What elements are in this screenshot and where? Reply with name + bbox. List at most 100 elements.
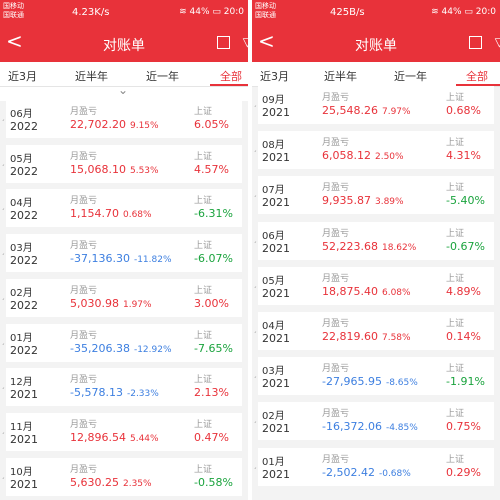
statement-row[interactable]: ˏ 10月 2021 月盈亏 5,630.25 2.35% 上证 -0.58% [1, 457, 242, 496]
chevron-down-icon[interactable]: ⌄ [118, 83, 129, 97]
row-year: 2021 [262, 286, 290, 300]
tab-half-year[interactable]: 近半年 [324, 70, 357, 83]
monthly-pl-value: 18,875.40 6.08% [322, 285, 411, 298]
index-change: -6.07% [194, 252, 233, 266]
tab-all[interactable]: 全部 [220, 70, 242, 83]
monthly-pl-value: 52,223.68 18.62% [322, 240, 416, 253]
statement-row[interactable]: ˏ 04月 2021 月盈亏 22,819.60 7.58% 上证 0.14% [253, 312, 494, 350]
status-bar: 国移动 国联通 425B/s ≋ 44% ▭ 20:0 [252, 0, 500, 26]
tab-3-months[interactable]: 近3月 [8, 70, 37, 83]
statement-row[interactable]: ˏ 06月 2022 月盈亏 22,702.20 9.15% 上证 6.05% [1, 100, 242, 138]
row-tick-icon: ˏ [1, 246, 5, 256]
active-tab-indicator [210, 84, 248, 86]
statement-row[interactable]: ˏ 02月 2022 月盈亏 5,030.98 1.97% 上证 3.00% [1, 278, 242, 317]
index-label: 上证 [194, 151, 213, 162]
row-month: 05月 [10, 153, 33, 165]
row-month: 01月 [262, 456, 285, 468]
index-label: 上证 [194, 419, 213, 430]
row-month: 03月 [10, 243, 33, 255]
pl-amount: 12,896.54 [70, 430, 126, 444]
pl-percent: 6.08% [381, 287, 411, 298]
pl-percent: 3.89% [374, 197, 404, 208]
index-change: 3.00% [194, 296, 229, 310]
row-month: 03月 [262, 366, 285, 378]
tab-one-year[interactable]: 近一年 [394, 70, 427, 83]
row-month: 04月 [10, 198, 33, 210]
statement-row[interactable]: ˏ 08月 2021 月盈亏 6,058.12 2.50% 上证 4.31% [253, 131, 494, 170]
monthly-pl-label: 月盈亏 [322, 454, 350, 465]
network-speed: 4.23K/s [72, 7, 110, 18]
statement-row[interactable]: ˏ 02月 2021 月盈亏 -16,372.06 -4.85% 上证 0.75% [253, 402, 494, 441]
pl-percent: 1.97% [122, 299, 152, 310]
index-change: 2.13% [194, 386, 229, 400]
statement-row[interactable]: ˏ 03月 2021 月盈亏 -27,965.95 -8.65% 上证 -1.91% [253, 357, 494, 396]
expand-area[interactable]: ⌄ [0, 83, 248, 101]
pl-amount: -35,206.38 [70, 341, 130, 355]
share-icon[interactable] [217, 36, 230, 49]
pl-percent: -11.82% [133, 255, 172, 266]
row-year: 2021 [262, 332, 290, 345]
network-speed: 425B/s [330, 7, 365, 18]
index-label: 上证 [194, 375, 213, 386]
title-bar: < 对账单 ▽ [0, 26, 248, 62]
statement-row[interactable]: ˏ 04月 2022 月盈亏 1,154.70 0.68% 上证 -6.31% [1, 189, 242, 228]
active-tab-indicator [456, 84, 500, 86]
row-month: 01月 [10, 332, 33, 344]
monthly-pl-value: 1,154.70 0.68% [70, 207, 152, 220]
statement-row[interactable]: ˏ 11月 2021 月盈亏 12,896.54 5.44% 上证 0.47% [1, 412, 242, 451]
carrier-1: 国移动 [3, 2, 24, 10]
row-tick-icon: ˏ [1, 156, 5, 166]
index-change: 4.89% [446, 284, 481, 298]
row-year: 2022 [10, 120, 38, 133]
statement-row[interactable]: ˏ 09月 2021 月盈亏 25,548.26 7.97% 上证 0.68% [253, 86, 494, 124]
pl-amount: 15,068.10 [70, 162, 126, 176]
row-tick-icon: ˏ [1, 424, 5, 434]
monthly-pl-value: 5,030.98 1.97% [70, 297, 152, 310]
row-month: 06月 [10, 109, 33, 120]
row-month: 12月 [10, 377, 33, 389]
row-tick-icon: ˏ [253, 278, 257, 288]
index-label: 上证 [194, 196, 213, 207]
row-year: 2021 [262, 241, 290, 255]
tab-one-year[interactable]: 近一年 [146, 70, 179, 83]
monthly-pl-label: 月盈亏 [70, 375, 98, 386]
carrier-2: 国联通 [3, 11, 24, 19]
statement-row[interactable]: ˏ 01月 2022 月盈亏 -35,206.38 -12.92% 上证 -7.65% [1, 323, 242, 362]
back-arrow-icon[interactable]: < [258, 29, 275, 53]
carrier-1: 国移动 [255, 2, 276, 10]
filter-icon[interactable]: ▽ [242, 35, 248, 49]
statement-row[interactable]: ˏ 01月 2021 月盈亏 -2,502.42 -0.68% 上证 0.29% [253, 447, 494, 486]
monthly-pl-label: 月盈亏 [322, 138, 350, 149]
statement-row[interactable]: ˏ 03月 2022 月盈亏 -37,136.30 -11.82% 上证 -6.07% [1, 234, 242, 273]
index-label: 上证 [446, 228, 465, 239]
pl-percent: 2.35% [122, 478, 152, 489]
monthly-pl-label: 月盈亏 [70, 330, 98, 341]
row-month: 08月 [262, 140, 285, 152]
tab-all[interactable]: 全部 [466, 70, 488, 83]
pl-amount: -16,372.06 [322, 420, 382, 434]
index-label: 上证 [194, 241, 213, 252]
carrier-info: 国移动 国联通 [255, 2, 276, 20]
statement-row[interactable]: ˏ 05月 2022 月盈亏 15,068.10 5.53% 上证 4.57% [1, 144, 242, 183]
carrier-2: 国联通 [255, 11, 276, 19]
row-month: 02月 [10, 287, 33, 299]
tab-half-year[interactable]: 近半年 [75, 70, 108, 83]
statement-row[interactable]: ˏ 05月 2021 月盈亏 18,875.40 6.08% 上证 4.89% [253, 266, 494, 305]
page-title: 对账单 [103, 38, 145, 54]
statement-row[interactable]: ˏ 12月 2021 月盈亏 -5,578.13 -2.33% 上证 2.13% [1, 368, 242, 407]
filter-icon[interactable]: ▽ [494, 35, 500, 49]
row-tick-icon: ˏ [253, 459, 257, 469]
pl-percent: 7.58% [381, 333, 411, 343]
index-change: 0.29% [446, 465, 481, 479]
back-arrow-icon[interactable]: < [6, 29, 23, 53]
row-tick-icon: ˏ [1, 201, 5, 211]
index-change: -6.31% [194, 207, 233, 221]
row-month: 06月 [262, 230, 285, 242]
monthly-pl-value: 9,935.87 3.89% [322, 194, 404, 207]
tab-3-months[interactable]: 近3月 [260, 70, 289, 83]
statement-row[interactable]: ˏ 06月 2021 月盈亏 52,223.68 18.62% 上证 -0.67% [253, 221, 494, 260]
pl-percent: 5.53% [129, 165, 159, 176]
statement-row[interactable]: ˏ 07月 2021 月盈亏 9,935.87 3.89% 上证 -5.40% [253, 176, 494, 215]
monthly-pl-value: 22,702.20 9.15% [70, 118, 159, 131]
share-icon[interactable] [469, 36, 482, 49]
